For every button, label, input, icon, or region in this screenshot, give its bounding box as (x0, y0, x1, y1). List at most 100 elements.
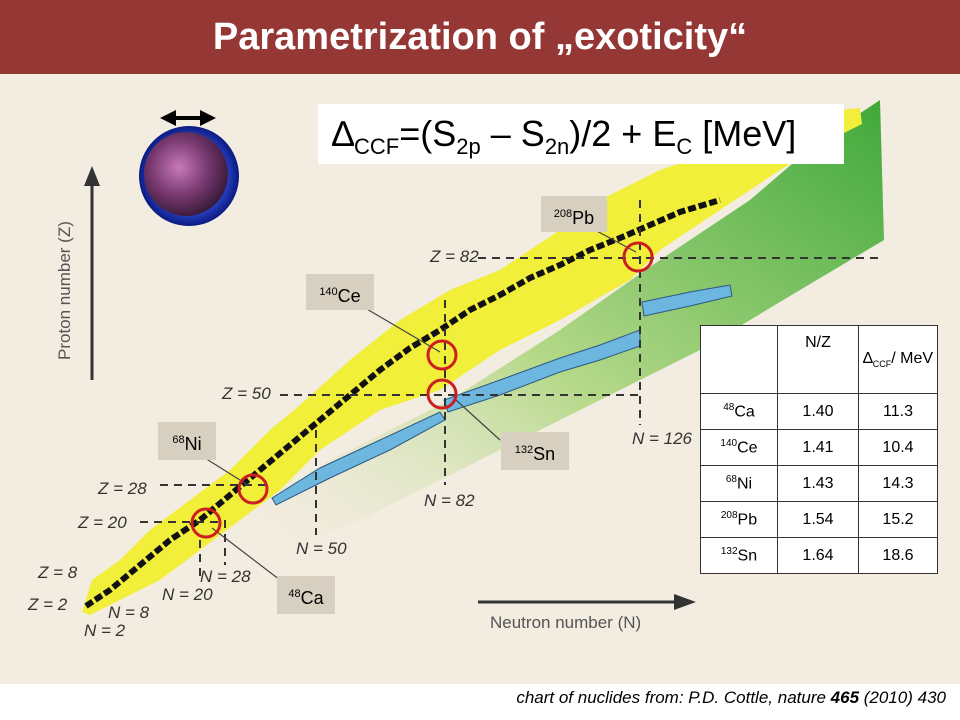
s2n-subscript: 2n (544, 134, 570, 160)
known-nuclei-band (82, 108, 862, 615)
r-process-region-3 (641, 284, 733, 317)
table-row: 68Ni 1.43 14.3 (700, 465, 938, 502)
slide-title: Parametrization of „exoticity“ (0, 0, 960, 74)
mass-number: 48 (723, 401, 735, 413)
caption-volume: 465 (830, 688, 860, 707)
cell-nz: 1.64 (777, 537, 859, 574)
table-header-row: N/Z ∆CCF/ MeV (700, 325, 938, 394)
z-label: Z = 20 (77, 513, 127, 532)
formula-part: =(S (399, 113, 457, 154)
mass-number: 48 (288, 588, 301, 600)
table-row: 48Ca 1.40 11.3 (700, 393, 938, 430)
double-arrow-right-head (200, 110, 216, 126)
cell-nucleus: 132Sn (700, 537, 778, 574)
element-symbol: Ca (734, 403, 755, 421)
z-label: Z = 8 (37, 563, 78, 582)
mass-number: 132 (514, 444, 534, 456)
circle-pb208 (622, 241, 654, 273)
pointer-pb (594, 229, 637, 253)
header-delta: ∆ (862, 349, 873, 367)
mass-number: 68 (725, 473, 737, 485)
pointer-sn (455, 399, 501, 441)
label-pb208: 208Pb (541, 196, 607, 232)
cell-nz: 1.41 (777, 429, 859, 466)
mass-number: 208 (553, 208, 573, 220)
cell-nz: 1.40 (777, 393, 859, 430)
circle-ca48 (190, 507, 222, 539)
element-symbol: Ca (300, 588, 324, 608)
header-dccf: ∆CCF/ MeV (858, 325, 938, 394)
pointer-ni (199, 454, 249, 486)
element-symbol: Ce (737, 439, 758, 457)
ccf-subscript: CCF (354, 134, 400, 160)
formula-part: – S (480, 113, 545, 154)
element-symbol: Ni (737, 475, 753, 493)
n-label: N = 2 (84, 621, 126, 640)
element-symbol: Pb (572, 208, 595, 228)
cell-nucleus: 48Ca (700, 393, 778, 430)
z-label: Z = 2 (27, 595, 68, 614)
mass-number: 140 (319, 286, 338, 298)
table-row: 208Pb 1.54 15.2 (700, 501, 938, 538)
cell-dccf: 14.3 (858, 465, 938, 502)
y-axis-label: Proton number (Z) (55, 221, 74, 360)
element-symbol: Ni (184, 434, 202, 454)
n-label: N = 20 (162, 585, 213, 604)
header-ccf: CCF (872, 359, 892, 370)
nucleus-illustration (139, 126, 239, 226)
n-label: N = 126 (632, 429, 693, 448)
cell-nz: 1.54 (777, 501, 859, 538)
exoticity-table: N/Z ∆CCF/ MeV 48Ca 1.40 11.3 140Ce 1.41 … (700, 325, 938, 574)
label-sn132: 132Sn (501, 432, 569, 470)
n-label: N = 50 (296, 539, 347, 558)
label-ca48: 48Ca (277, 576, 335, 614)
circle-ce140 (426, 339, 458, 371)
z-label: Z = 28 (97, 479, 147, 498)
element-symbol: Sn (737, 547, 758, 565)
mass-number: 140 (720, 437, 738, 449)
x-axis-arrow (674, 594, 696, 610)
label-ni68: 68Ni (158, 422, 216, 460)
delta-symbol: ∆ (332, 113, 355, 154)
table-row: 132Sn 1.64 18.6 (700, 537, 938, 574)
caption-suffix: (2010) 430 (859, 688, 946, 707)
cell-dccf: 10.4 (858, 429, 938, 466)
ec-subscript: C (676, 134, 693, 160)
formula-part: )/2 + E (569, 113, 677, 154)
cell-nucleus: 208Pb (700, 501, 778, 538)
mass-number: 132 (720, 545, 738, 557)
z-label: Z = 50 (221, 384, 271, 403)
header-unit: / MeV (891, 349, 934, 367)
z-label: Z = 82 (429, 247, 479, 266)
n-label: N = 82 (424, 491, 475, 510)
formula-unit: [MeV] (692, 113, 797, 154)
cell-dccf: 18.6 (858, 537, 938, 574)
caption-prefix: chart of nuclides from: P.D. Cottle, nat… (516, 688, 831, 707)
header-nz: N/Z (777, 325, 859, 394)
mass-number: 208 (720, 509, 738, 521)
cell-dccf: 11.3 (858, 393, 938, 430)
source-caption: chart of nuclides from: P.D. Cottle, nat… (516, 688, 946, 708)
x-axis-label: Neutron number (N) (490, 613, 641, 632)
stability-line (84, 197, 721, 609)
cell-dccf: 15.2 (858, 501, 938, 538)
n-label: N = 8 (108, 603, 150, 622)
header-empty (700, 325, 778, 394)
circle-sn132 (426, 378, 458, 410)
element-symbol: Sn (533, 444, 556, 464)
pointer-ca (211, 527, 281, 581)
label-ce140: 140Ce (306, 274, 374, 310)
element-symbol: Pb (737, 511, 758, 529)
cell-nz: 1.43 (777, 465, 859, 502)
cell-nucleus: 68Ni (700, 465, 778, 502)
table-row: 140Ce 1.41 10.4 (700, 429, 938, 466)
mass-number: 68 (172, 434, 185, 446)
exoticity-formula: ∆CCF=(S2p – S2n)/2 + EC [MeV] (318, 104, 844, 164)
circle-ni68 (237, 473, 269, 505)
s2p-subscript: 2p (456, 134, 481, 160)
double-arrow-left-head (160, 110, 176, 126)
y-axis-arrow (84, 166, 100, 186)
cell-nucleus: 140Ce (700, 429, 778, 466)
element-symbol: Ce (337, 286, 361, 306)
